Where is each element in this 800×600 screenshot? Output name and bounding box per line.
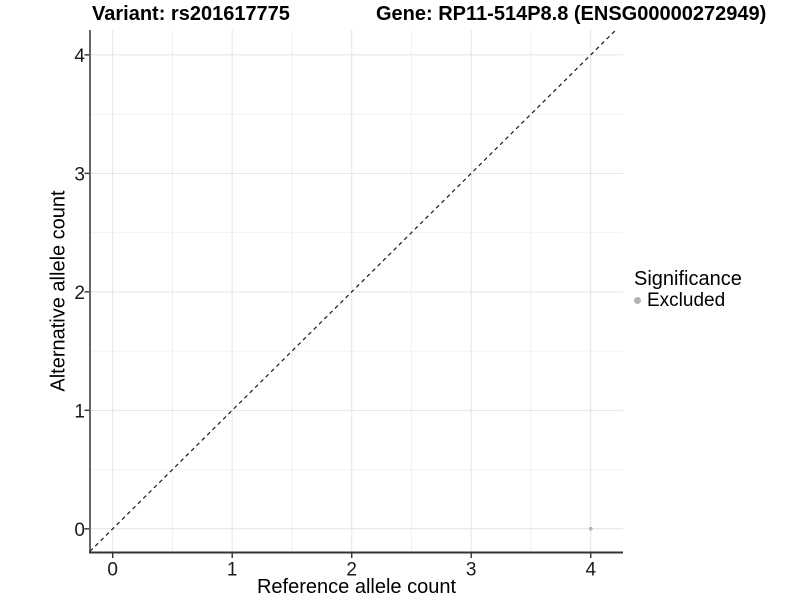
x-tick-label: 3 xyxy=(466,560,477,581)
legend-item-excluded: Excluded xyxy=(630,290,742,311)
y-tick-label: 2 xyxy=(74,283,85,304)
identity-line xyxy=(89,29,617,552)
x-tick-label: 1 xyxy=(227,560,238,581)
x-tick-label: 4 xyxy=(585,560,596,581)
variant-title: Variant: rs201617775 xyxy=(92,3,290,25)
legend-title: Significance xyxy=(634,268,742,290)
x-tick-label: 0 xyxy=(107,560,118,581)
y-tick-label: 1 xyxy=(74,401,85,422)
gene-title: Gene: RP11-514P8.8 (ENSG00000272949) xyxy=(376,3,767,25)
y-tick-label: 0 xyxy=(74,520,85,541)
x-tick-label: 2 xyxy=(346,560,357,581)
y-tick-label: 3 xyxy=(74,164,85,185)
legend-dot-icon xyxy=(634,297,641,304)
x-axis-title: Reference allele count xyxy=(256,576,456,598)
legend-item-label: Excluded xyxy=(647,289,726,311)
legend: Significance Excluded xyxy=(630,269,742,311)
data-point xyxy=(588,526,593,531)
y-axis-title: Alternative allele count xyxy=(47,190,70,392)
y-tick-label: 4 xyxy=(74,46,85,67)
